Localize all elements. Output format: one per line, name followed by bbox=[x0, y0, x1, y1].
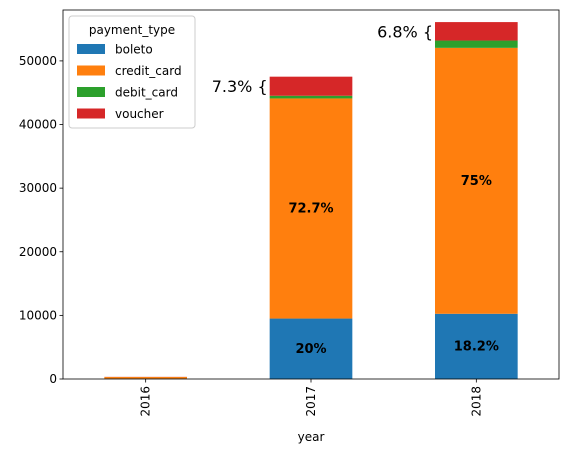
x-axis-title: year bbox=[298, 430, 325, 444]
side-labels-group: 7.3% { 6.8% { bbox=[212, 22, 433, 96]
bar-credit_card-2016 bbox=[104, 377, 187, 379]
side-label-2018: 6.8% { bbox=[377, 22, 433, 41]
x-tick-label-2018: 2018 bbox=[469, 386, 483, 417]
bar-label-boleto-2018: 18.2% bbox=[454, 339, 499, 354]
legend-swatch-debit_card bbox=[77, 87, 105, 97]
legend-title: payment_type bbox=[89, 23, 175, 37]
x-tick-label-2016: 2016 bbox=[139, 386, 153, 417]
legend-swatch-boleto bbox=[77, 44, 105, 54]
bar-credit_card-2017 bbox=[269, 98, 353, 319]
bars-group bbox=[104, 22, 518, 379]
legend-label-debit_card: debit_card bbox=[115, 86, 178, 100]
y-tick-label: 30000 bbox=[19, 181, 57, 195]
bar-labels-group: 20% 72.7% 18.2% 75% bbox=[288, 174, 498, 357]
legend-swatch-voucher bbox=[77, 108, 105, 119]
bar-label-credit_card-2017: 72.7% bbox=[288, 201, 333, 216]
bar-voucher-2018 bbox=[435, 22, 518, 41]
bar-label-boleto-2017: 20% bbox=[295, 342, 326, 357]
x-tick-label-2017: 2017 bbox=[304, 386, 318, 417]
y-tick-label: 10000 bbox=[19, 308, 57, 322]
bar-debit_card-2017 bbox=[269, 95, 353, 99]
y-axis: 0 10000 20000 30000 40000 50000 bbox=[19, 54, 63, 386]
legend-label-voucher: voucher bbox=[115, 107, 164, 121]
y-tick-label: 20000 bbox=[19, 245, 57, 259]
bar-boleto-2017 bbox=[269, 318, 353, 379]
legend-label-boleto: boleto bbox=[115, 43, 153, 57]
bar-voucher-2017 bbox=[269, 76, 353, 96]
bar-boleto-2018 bbox=[435, 313, 518, 379]
y-tick-label: 50000 bbox=[19, 54, 57, 68]
bar-label-credit_card-2018: 75% bbox=[461, 174, 492, 189]
y-tick-label: 40000 bbox=[19, 118, 57, 132]
legend-swatch-credit_card bbox=[77, 65, 105, 76]
legend-label-credit_card: credit_card bbox=[115, 64, 182, 78]
side-label-2017: 7.3% { bbox=[212, 77, 268, 96]
bar-debit_card-2018 bbox=[435, 40, 518, 48]
x-axis: 2016 2017 2018 bbox=[139, 379, 483, 417]
bar-credit_card-2018 bbox=[435, 47, 518, 314]
y-tick-label: 0 bbox=[49, 372, 57, 386]
